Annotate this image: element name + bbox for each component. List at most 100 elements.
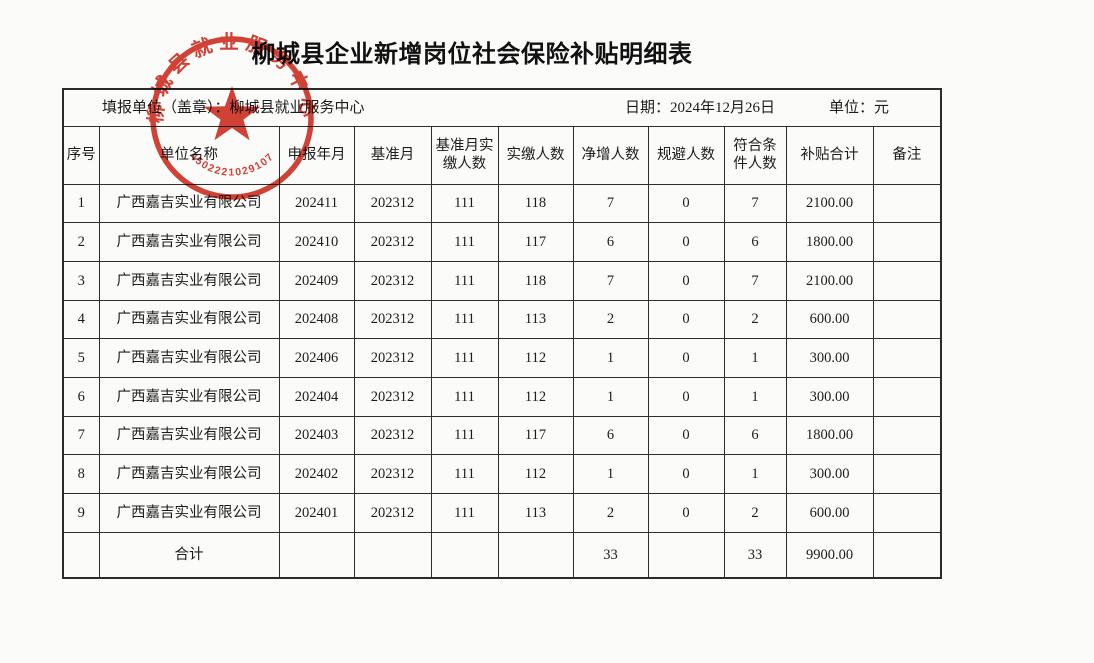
table-cell: 9	[62, 493, 100, 533]
table-cell: 1	[572, 454, 649, 494]
table-cell: 112	[497, 376, 574, 417]
table-cell: 1800.00	[785, 415, 874, 456]
table-cell: 广西嘉吉实业有限公司	[98, 222, 280, 262]
table-cell: 2	[572, 493, 649, 533]
table-cell: 202312	[353, 376, 432, 417]
table-cell: 0	[647, 299, 725, 340]
table-cell: 广西嘉吉实业有限公司	[98, 299, 280, 340]
fill-unit-text: 填报单位（盖章）：柳城县就业服务中心	[102, 100, 365, 116]
table-cell: 202401	[278, 493, 355, 533]
table-cell: 202312	[353, 299, 432, 340]
table-cell: 0	[647, 376, 725, 417]
table-cell	[872, 415, 942, 456]
column-header: 净增人数	[572, 125, 649, 185]
table-cell: 202312	[353, 493, 432, 533]
table-cell: 118	[497, 183, 574, 224]
table-cell: 202312	[353, 222, 432, 262]
table-row: 3 广西嘉吉实业有限公司 202409 202312 111 118 7 0 7…	[62, 260, 942, 301]
table-cell	[872, 493, 942, 533]
table-cell: 600.00	[785, 493, 874, 533]
column-header: 基准月实缴人数	[430, 125, 499, 185]
table-cell: 113	[497, 299, 574, 340]
table-cell: 111	[430, 222, 499, 262]
table-cell: 0	[647, 222, 725, 262]
table-cell: 广西嘉吉实业有限公司	[98, 376, 280, 417]
column-header: 基准月	[353, 125, 432, 185]
table-cell: 202408	[278, 299, 355, 340]
table-row: 8 广西嘉吉实业有限公司 202402 202312 111 112 1 0 1…	[62, 454, 942, 494]
table-cell: 111	[430, 338, 499, 378]
table-cell: 1	[62, 183, 100, 224]
table-cell: 113	[497, 493, 574, 533]
table-cell: 1800.00	[785, 222, 874, 262]
table-cell: 300.00	[785, 454, 874, 494]
table-cell: 202406	[278, 338, 355, 378]
table-cell: 广西嘉吉实业有限公司	[98, 338, 280, 378]
table-cell: 111	[430, 454, 499, 494]
table-cell: 600.00	[785, 299, 874, 340]
table-cell: 111	[430, 299, 499, 340]
table-cell: 0	[647, 415, 725, 456]
total-label-cell: 合计	[98, 531, 280, 579]
column-header: 符合条件人数	[723, 125, 787, 185]
table-cell: 1	[723, 338, 787, 378]
table-cell: 112	[497, 338, 574, 378]
table-cell: 117	[497, 415, 574, 456]
table-row: 6 广西嘉吉实业有限公司 202404 202312 111 112 1 0 1…	[62, 376, 942, 417]
table-cell: 202403	[278, 415, 355, 456]
table-cell: 5	[62, 338, 100, 378]
total-net-increase-cell: 33	[572, 531, 649, 579]
table-cell: 6	[572, 415, 649, 456]
table-cell: 202402	[278, 454, 355, 494]
table-row: 7 广西嘉吉实业有限公司 202403 202312 111 117 6 0 6…	[62, 415, 942, 456]
table-cell: 6	[723, 415, 787, 456]
column-header: 规避人数	[647, 125, 725, 185]
table-row: 4 广西嘉吉实业有限公司 202408 202312 111 113 2 0 2…	[62, 299, 942, 340]
table-cell: 4	[62, 299, 100, 340]
table-cell: 2	[723, 299, 787, 340]
table-cell	[278, 531, 355, 579]
table-cell: 8	[62, 454, 100, 494]
table-cell: 7	[572, 183, 649, 224]
table-cell: 广西嘉吉实业有限公司	[98, 493, 280, 533]
table-cell: 111	[430, 415, 499, 456]
total-qualified-cell: 33	[723, 531, 787, 579]
table-cell	[430, 531, 499, 579]
table-cell	[872, 222, 942, 262]
info-cell: 填报单位（盖章）：柳城县就业服务中心 日期：2024年12月26日 单位：元	[63, 88, 942, 127]
table-cell: 202312	[353, 260, 432, 301]
table-cell	[872, 260, 942, 301]
table-cell	[647, 531, 725, 579]
table-cell: 7	[572, 260, 649, 301]
table-cell: 202409	[278, 260, 355, 301]
table-cell: 2	[62, 222, 100, 262]
column-header: 申报年月	[278, 125, 355, 185]
table-cell: 7	[62, 415, 100, 456]
table-cell: 0	[647, 493, 725, 533]
page-title: 柳城县企业新增岗位社会保险补贴明细表	[251, 41, 693, 68]
table-cell	[872, 338, 942, 378]
total-row: 合计 33 33 9900.00	[62, 531, 942, 579]
table-cell: 0	[647, 338, 725, 378]
table-cell: 202312	[353, 183, 432, 224]
info-row: 填报单位（盖章）：柳城县就业服务中心 日期：2024年12月26日 单位：元	[63, 88, 942, 127]
table-cell: 1	[723, 376, 787, 417]
table-cell: 6	[62, 376, 100, 417]
table-row: 9 广西嘉吉实业有限公司 202401 202312 111 113 2 0 2…	[62, 493, 942, 533]
column-header: 实缴人数	[497, 125, 574, 185]
table-cell: 111	[430, 493, 499, 533]
table-cell	[62, 531, 100, 579]
table-cell: 广西嘉吉实业有限公司	[98, 260, 280, 301]
table-cell: 111	[430, 183, 499, 224]
table-cell	[872, 454, 942, 494]
table-cell: 111	[430, 376, 499, 417]
table-cell: 广西嘉吉实业有限公司	[98, 415, 280, 456]
date-text: 日期：2024年12月26日	[625, 100, 776, 116]
table-cell	[872, 376, 942, 417]
table-row: 2 广西嘉吉实业有限公司 202410 202312 111 117 6 0 6…	[62, 222, 942, 262]
table-cell: 202410	[278, 222, 355, 262]
table-cell	[872, 531, 942, 579]
table-cell: 111	[430, 260, 499, 301]
table-cell: 1	[572, 376, 649, 417]
